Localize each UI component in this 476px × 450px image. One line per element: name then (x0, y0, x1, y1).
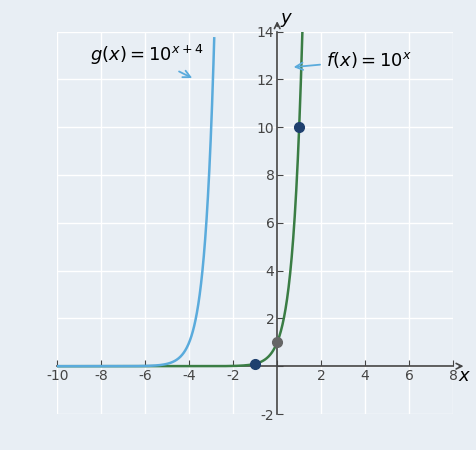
Text: x: x (458, 367, 468, 385)
Text: $f(x)=10^{x}$: $f(x)=10^{x}$ (295, 50, 410, 70)
Text: $g(x)=10^{x+4}$: $g(x)=10^{x+4}$ (90, 43, 203, 77)
Text: y: y (280, 9, 290, 27)
